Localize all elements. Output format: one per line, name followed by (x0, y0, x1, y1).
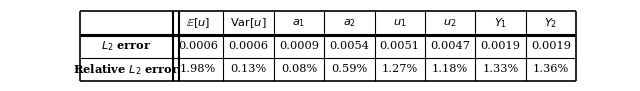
Text: 0.59%: 0.59% (332, 64, 367, 74)
Text: $\mathrm{Var}[u]$: $\mathrm{Var}[u]$ (230, 16, 267, 30)
Text: 0.0047: 0.0047 (430, 41, 470, 51)
Text: $a_1$: $a_1$ (292, 17, 306, 29)
Text: 0.0051: 0.0051 (380, 41, 420, 51)
Text: 0.0019: 0.0019 (531, 41, 571, 51)
Text: 0.13%: 0.13% (230, 64, 267, 74)
Text: 1.98%: 1.98% (180, 64, 216, 74)
Text: 1.18%: 1.18% (432, 64, 468, 74)
Text: $Y_2$: $Y_2$ (544, 16, 557, 30)
Text: Relative $L_2$ error: Relative $L_2$ error (74, 62, 180, 77)
Text: 0.0054: 0.0054 (330, 41, 369, 51)
Text: 0.0009: 0.0009 (279, 41, 319, 51)
Text: $L_2$ error: $L_2$ error (101, 39, 152, 53)
Text: $\mathbb{E}[u]$: $\mathbb{E}[u]$ (186, 16, 211, 30)
Text: 0.0006: 0.0006 (228, 41, 269, 51)
Text: 1.33%: 1.33% (483, 64, 518, 74)
Text: 1.36%: 1.36% (532, 64, 569, 74)
Text: $a_2$: $a_2$ (342, 17, 356, 29)
Text: 0.0019: 0.0019 (481, 41, 520, 51)
Text: 0.08%: 0.08% (281, 64, 317, 74)
Text: $u_1$: $u_1$ (393, 17, 406, 29)
Text: $Y_1$: $Y_1$ (494, 16, 507, 30)
Text: 0.0006: 0.0006 (179, 41, 218, 51)
Text: 1.27%: 1.27% (381, 64, 418, 74)
Text: $u_2$: $u_2$ (444, 17, 457, 29)
